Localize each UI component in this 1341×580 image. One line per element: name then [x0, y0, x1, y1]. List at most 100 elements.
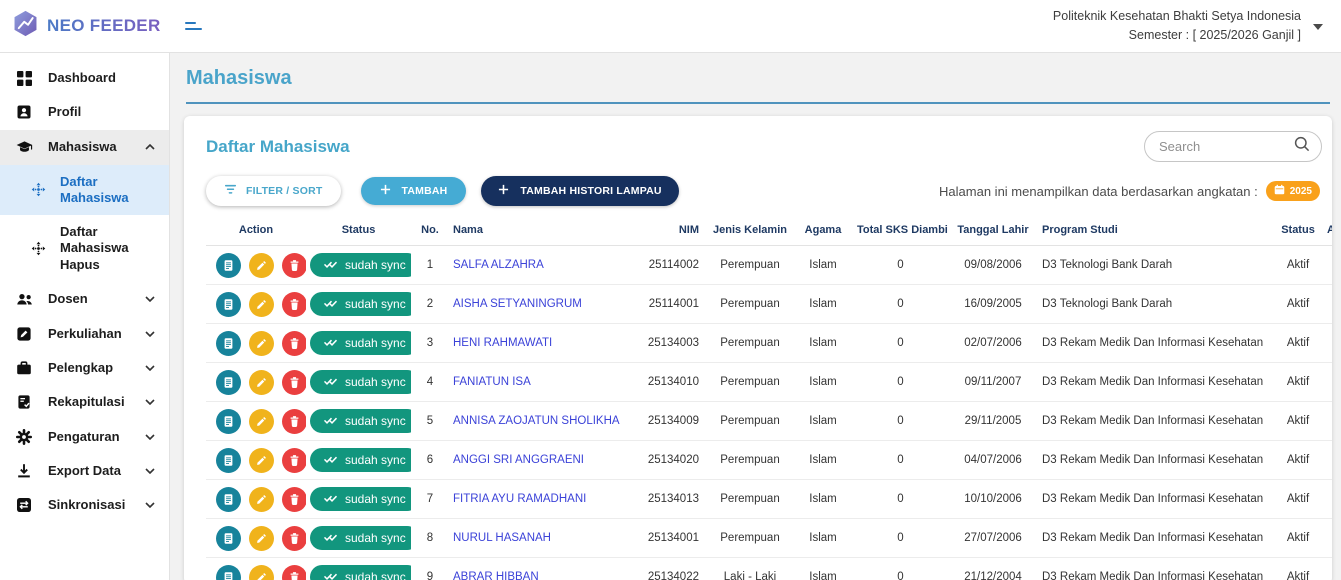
- view-detail-button[interactable]: [216, 331, 241, 356]
- delete-button[interactable]: [282, 370, 306, 395]
- view-detail-button[interactable]: [216, 292, 241, 317]
- edit-button[interactable]: [249, 331, 274, 356]
- sidebar-item-rekapitulasi[interactable]: Rekapitulasi: [0, 385, 169, 419]
- view-detail-button[interactable]: [216, 370, 241, 395]
- chevron-down-icon: [145, 296, 155, 302]
- filter-icon: [224, 184, 237, 198]
- col-action: Action: [206, 216, 306, 246]
- sidebar-item-export-data[interactable]: Export Data: [0, 454, 169, 488]
- student-name-link[interactable]: NURUL HASANAH: [453, 532, 551, 544]
- edit-button[interactable]: [249, 370, 274, 395]
- chevron-down-icon: [145, 502, 155, 508]
- table-row: sudah sync 3 HENI RAHMAWATI 25134003 Per…: [206, 324, 1332, 363]
- double-check-icon: [323, 375, 338, 389]
- sidebar-item-pelengkap[interactable]: Pelengkap: [0, 351, 169, 385]
- move-arrows-icon: [28, 182, 48, 197]
- gender-cell: Laki - Laki: [707, 558, 793, 580]
- sidebar-item-mahasiswa[interactable]: Mahasiswa: [0, 130, 169, 165]
- student-name-link[interactable]: ABRAR HIBBAN: [453, 571, 539, 580]
- birthdate-cell: 02/07/2006: [948, 324, 1038, 363]
- student-name-link[interactable]: ANNISA ZAOJATUN SHOLIKHA: [453, 415, 620, 427]
- nim-cell: 25134022: [639, 558, 707, 580]
- table-row: sudah sync 9 ABRAR HIBBAN 25134022 Laki …: [206, 558, 1332, 580]
- total-sks-cell: 0: [853, 558, 948, 580]
- col-nama: Nama: [449, 216, 639, 246]
- edit-button[interactable]: [249, 526, 274, 551]
- users-icon: [14, 291, 34, 308]
- sidebar-label: Mahasiswa: [48, 139, 117, 155]
- delete-button[interactable]: [282, 409, 306, 434]
- edit-button[interactable]: [249, 487, 274, 512]
- student-name-link[interactable]: HENI RAHMAWATI: [453, 337, 552, 349]
- sidebar-item-perkuliahan[interactable]: Perkuliahan: [0, 317, 169, 351]
- religion-cell: Islam: [793, 285, 853, 324]
- edit-button[interactable]: [249, 253, 274, 278]
- student-name-link[interactable]: AISHA SETYANINGRUM: [453, 298, 582, 310]
- edit-button[interactable]: [249, 448, 274, 473]
- status-cell: Aktif: [1273, 402, 1323, 441]
- delete-button[interactable]: [282, 487, 306, 512]
- view-detail-button[interactable]: [216, 253, 241, 278]
- status-cell: Aktif: [1273, 285, 1323, 324]
- view-detail-button[interactable]: [216, 409, 241, 434]
- angkatan-cell: 2025: [1323, 558, 1332, 580]
- angkatan-badge[interactable]: 2025: [1266, 181, 1320, 201]
- double-check-icon: [323, 336, 338, 350]
- double-check-icon: [323, 492, 338, 506]
- edit-button[interactable]: [249, 565, 274, 580]
- delete-button[interactable]: [282, 565, 306, 580]
- sidebar-item-profil[interactable]: Profil: [0, 95, 169, 129]
- delete-button[interactable]: [282, 331, 306, 356]
- sidebar-item-daftar-mahasiswa[interactable]: Daftar Mahasiswa: [0, 165, 169, 216]
- chevron-down-icon: [145, 399, 155, 405]
- view-detail-button[interactable]: [216, 526, 241, 551]
- row-number-cell: 3: [411, 324, 449, 363]
- search-box: [1144, 131, 1322, 162]
- brand-logo[interactable]: NEO FEEDER: [12, 10, 161, 42]
- birthdate-cell: 09/11/2007: [948, 363, 1038, 402]
- student-name-link[interactable]: FITRIA AYU RAMADHANI: [453, 493, 586, 505]
- student-name-link[interactable]: FANIATUN ISA: [453, 376, 531, 388]
- student-name-link[interactable]: SALFA ALZAHRA: [453, 259, 544, 271]
- sidebar-item-sinkronisasi[interactable]: Sinkronisasi: [0, 488, 169, 522]
- delete-button[interactable]: [282, 253, 306, 278]
- nim-cell: 25134009: [639, 402, 707, 441]
- birthdate-cell: 29/11/2005: [948, 402, 1038, 441]
- total-sks-cell: 0: [853, 246, 948, 285]
- institution-semester-selector[interactable]: Politeknik Kesehatan Bhakti Setya Indone…: [1053, 7, 1323, 46]
- sidebar-toggle-icon[interactable]: [185, 22, 202, 31]
- search-input[interactable]: [1159, 139, 1294, 154]
- angkatan-cell: 2025: [1323, 402, 1332, 441]
- edit-button[interactable]: [249, 292, 274, 317]
- delete-button[interactable]: [282, 292, 306, 317]
- dashboard-icon: [14, 70, 34, 86]
- col-agama: Agama: [793, 216, 853, 246]
- angkatan-cell: 2025: [1323, 519, 1332, 558]
- filter-sort-button[interactable]: FILTER / SORT: [206, 176, 341, 206]
- sync-status-label: sudah sync: [345, 414, 406, 428]
- delete-button[interactable]: [282, 448, 306, 473]
- sidebar-item-pengaturan[interactable]: Pengaturan: [0, 420, 169, 454]
- nim-cell: 25114002: [639, 246, 707, 285]
- chevron-down-icon: [145, 468, 155, 474]
- view-detail-button[interactable]: [216, 565, 241, 580]
- sidebar-item-dashboard[interactable]: Dashboard: [0, 61, 169, 95]
- religion-cell: Islam: [793, 558, 853, 580]
- tambah-histori-lampau-button[interactable]: TAMBAH HISTORI LAMPAU: [481, 176, 678, 206]
- sync-status-badge: sudah sync: [310, 331, 411, 355]
- program-studi-cell: D3 Rekam Medik Dan Informasi Kesehatan: [1038, 558, 1273, 580]
- angkatan-note: Halaman ini menampilkan data berdasarkan…: [939, 184, 1258, 199]
- card-title: Daftar Mahasiswa: [206, 137, 350, 157]
- tambah-button[interactable]: TAMBAH: [361, 177, 467, 205]
- chevron-down-icon: [145, 365, 155, 371]
- view-detail-button[interactable]: [216, 448, 241, 473]
- edit-button[interactable]: [249, 409, 274, 434]
- view-detail-button[interactable]: [216, 487, 241, 512]
- sidebar-item-dosen[interactable]: Dosen: [0, 282, 169, 317]
- birthdate-cell: 10/10/2006: [948, 480, 1038, 519]
- sidebar-label: Rekapitulasi: [48, 394, 125, 410]
- search-icon[interactable]: [1294, 136, 1310, 157]
- student-name-link[interactable]: ANGGI SRI ANGGRAENI: [453, 454, 584, 466]
- delete-button[interactable]: [282, 526, 306, 551]
- sidebar-item-daftar-mahasiswa-hapus[interactable]: Daftar Mahasiswa Hapus: [0, 215, 169, 282]
